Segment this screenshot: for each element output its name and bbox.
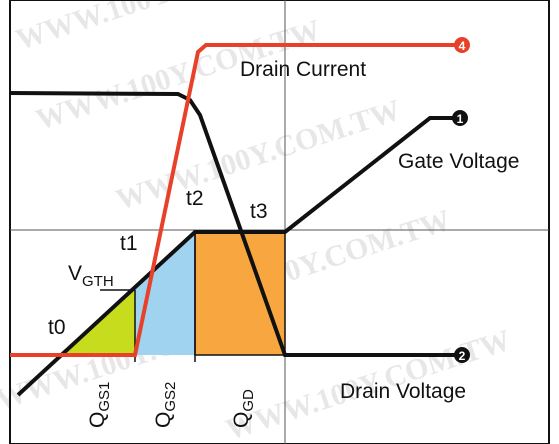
charge-label: QGD [230,389,257,428]
marker-label: 4 [459,39,466,53]
marker-label: 2 [459,349,466,363]
gate-voltage-curve [16,116,455,397]
time-label: t2 [186,187,204,210]
charge-label: QGS1 [86,382,113,428]
marker [454,347,470,363]
time-label: t0 [48,316,66,339]
marker-label: 1 [457,112,464,126]
frame [9,0,550,444]
curve-label: Gate Voltage [398,150,519,173]
marker [452,110,468,126]
charge-label: QGS2 [152,382,179,428]
time-label: t1 [120,232,138,255]
time-label: t3 [250,200,268,223]
drain-voltage-curve [9,91,455,357]
drain-current-curve [10,43,455,357]
qgd-area [194,231,286,356]
marker [454,37,470,53]
qgs2-area [135,232,195,355]
curve-label: Drain Current [240,58,366,81]
threshold-label: VGTH [68,262,114,290]
curve-label: Drain Voltage [340,380,466,403]
